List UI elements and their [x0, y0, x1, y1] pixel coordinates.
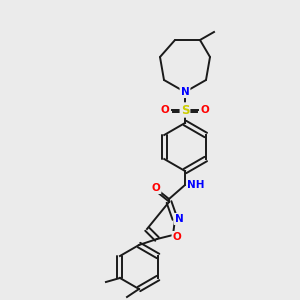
- Text: N: N: [181, 87, 189, 97]
- Text: O: O: [152, 183, 160, 193]
- Text: O: O: [201, 105, 209, 115]
- Text: S: S: [181, 103, 189, 116]
- Text: NH: NH: [187, 180, 205, 190]
- Text: O: O: [172, 232, 182, 242]
- Text: O: O: [160, 105, 169, 115]
- Text: N: N: [175, 214, 183, 224]
